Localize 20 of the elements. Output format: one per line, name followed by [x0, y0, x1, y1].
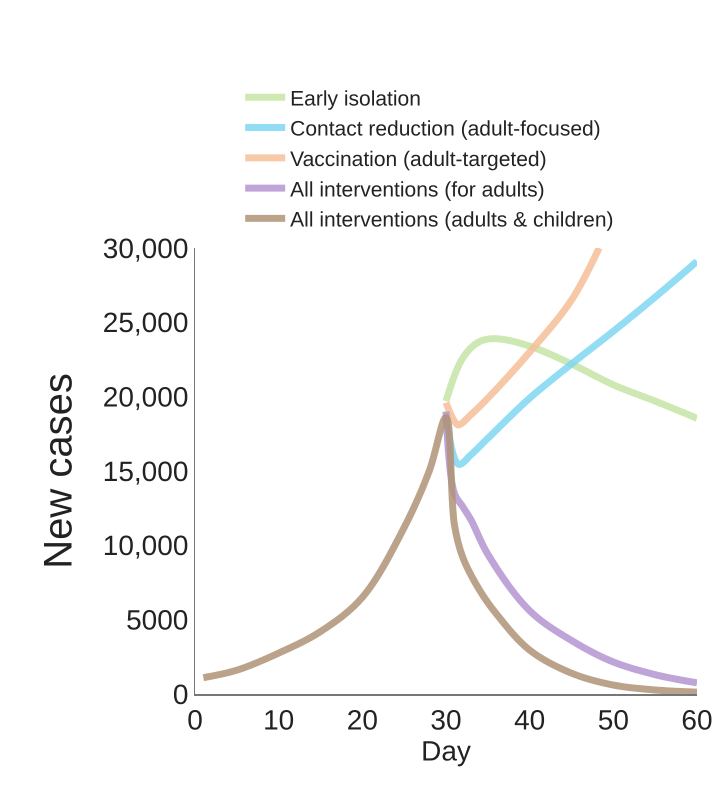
y-tick-label: 10,000	[102, 530, 188, 562]
legend-label: All interventions (adults & children)	[290, 208, 614, 232]
x-tick-label: 40	[514, 704, 546, 736]
x-tick-label: 30	[430, 704, 462, 736]
y-tick-label: 20,000	[102, 381, 188, 412]
legend-label: Vaccination (adult-targeted)	[290, 148, 547, 172]
y-tick-label: 30,000	[102, 232, 188, 264]
y-axis-title: New cases	[36, 373, 80, 569]
y-tick-label: 0	[172, 678, 188, 710]
y-tick-label: 5000	[126, 604, 188, 636]
x-tick-label: 20	[346, 704, 378, 736]
x-tick-label: 10	[263, 704, 294, 736]
x-tick-label: 60	[681, 704, 713, 736]
y-tick-label: 25,000	[102, 307, 188, 338]
y-tick-label: 15,000	[102, 456, 188, 487]
legend-label: All interventions (for adults)	[290, 178, 545, 202]
legend-label: Contact reduction (adult-focused)	[290, 118, 601, 141]
x-tick-label: 50	[598, 704, 629, 736]
x-axis-title: Day	[421, 736, 471, 767]
legend-label: Early isolation	[290, 87, 421, 110]
